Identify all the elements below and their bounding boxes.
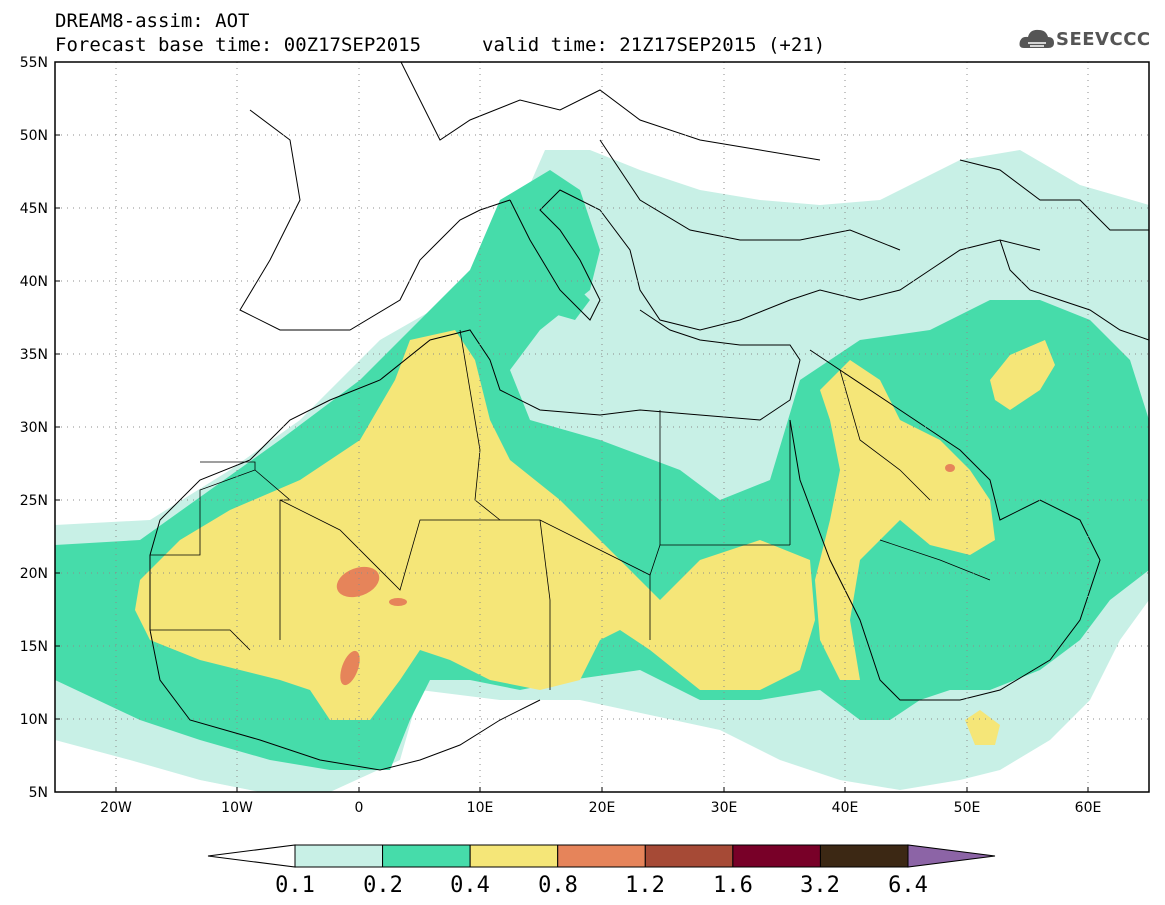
lat-label: 50N	[20, 128, 48, 144]
colorbar-label: 0.1	[275, 873, 315, 898]
lon-label: 40E	[832, 800, 859, 816]
colorbar-label: 3.2	[800, 873, 840, 898]
colorbar-label: 6.4	[888, 873, 928, 898]
lon-label: 10E	[467, 800, 494, 816]
colorbar-swatch	[294, 844, 384, 868]
map-title: DREAM8-assim: AOT	[55, 10, 250, 32]
lat-label: 55N	[20, 55, 48, 71]
coastlines	[149, 62, 1149, 771]
colorbar-under-arrow	[207, 844, 296, 868]
colorbar-label: 0.4	[450, 873, 490, 898]
aot-patch-0.8-mali	[389, 598, 407, 606]
aot-band-0.4-sahara	[135, 330, 815, 720]
lon-label: 0	[355, 800, 364, 816]
lat-label: 30N	[20, 420, 48, 436]
colorbar-swatch	[732, 844, 821, 868]
forecast-base-time: Forecast base time: 00Z17SEP2015	[55, 34, 422, 56]
colorbar-labels: 0.1 0.2 0.4 0.8 1.2 1.6 3.2 6.4	[275, 873, 928, 898]
aot-patch-0.8-niger	[336, 566, 380, 598]
lat-label: 5N	[29, 785, 48, 801]
colorbar-boxes	[294, 844, 909, 868]
grid	[55, 62, 1149, 792]
aot-band-0.2-med	[440, 190, 590, 330]
lon-label: 10W	[221, 800, 253, 816]
colorbar-over-arrow	[907, 844, 996, 868]
lat-label: 40N	[20, 274, 48, 290]
aot-patch-0.8-nigeria	[340, 650, 360, 686]
colorbar-label: 1.2	[625, 873, 665, 898]
longitude-labels: 20W 10W 0 10E 20E 30E 40E 50E 60E	[100, 800, 1101, 816]
aot-band-0.4-iran	[990, 340, 1055, 410]
colorbar-swatch	[644, 844, 734, 868]
colorbar-swatch	[382, 844, 471, 868]
colorbar-label: 0.8	[538, 873, 578, 898]
lon-label: 20W	[100, 800, 132, 816]
aot-patch-0.8-kuwait	[945, 464, 955, 472]
lat-label: 25N	[20, 493, 48, 509]
axis-ticks	[55, 61, 1089, 792]
colorbar-label: 1.6	[713, 873, 753, 898]
cloud-icon	[1019, 29, 1054, 48]
lon-label: 50E	[954, 800, 981, 816]
colorbar-swatch	[819, 844, 909, 868]
lat-label: 20N	[20, 566, 48, 582]
colorbar-label: 0.2	[363, 873, 403, 898]
lon-label: 30E	[711, 800, 738, 816]
lat-label: 45N	[20, 201, 48, 217]
lat-label: 15N	[20, 639, 48, 655]
colorbar-swatch	[557, 844, 646, 868]
lon-label: 60E	[1075, 800, 1102, 816]
logo-text: SEEVCCC	[1056, 29, 1151, 50]
lat-label: 35N	[20, 347, 48, 363]
latitude-labels: 55N 50N 45N 40N 35N 30N 25N 20N 15N 10N …	[20, 55, 48, 801]
valid-time: valid time: 21Z17SEP2015 (+21)	[482, 34, 826, 56]
colorbar: 0.1 0.2 0.4 0.8 1.2 1.6 3.2 6.4	[207, 844, 996, 898]
country-borders	[150, 329, 991, 690]
lat-label: 10N	[20, 712, 48, 728]
lon-label: 20E	[589, 800, 616, 816]
colorbar-swatch	[469, 844, 559, 868]
